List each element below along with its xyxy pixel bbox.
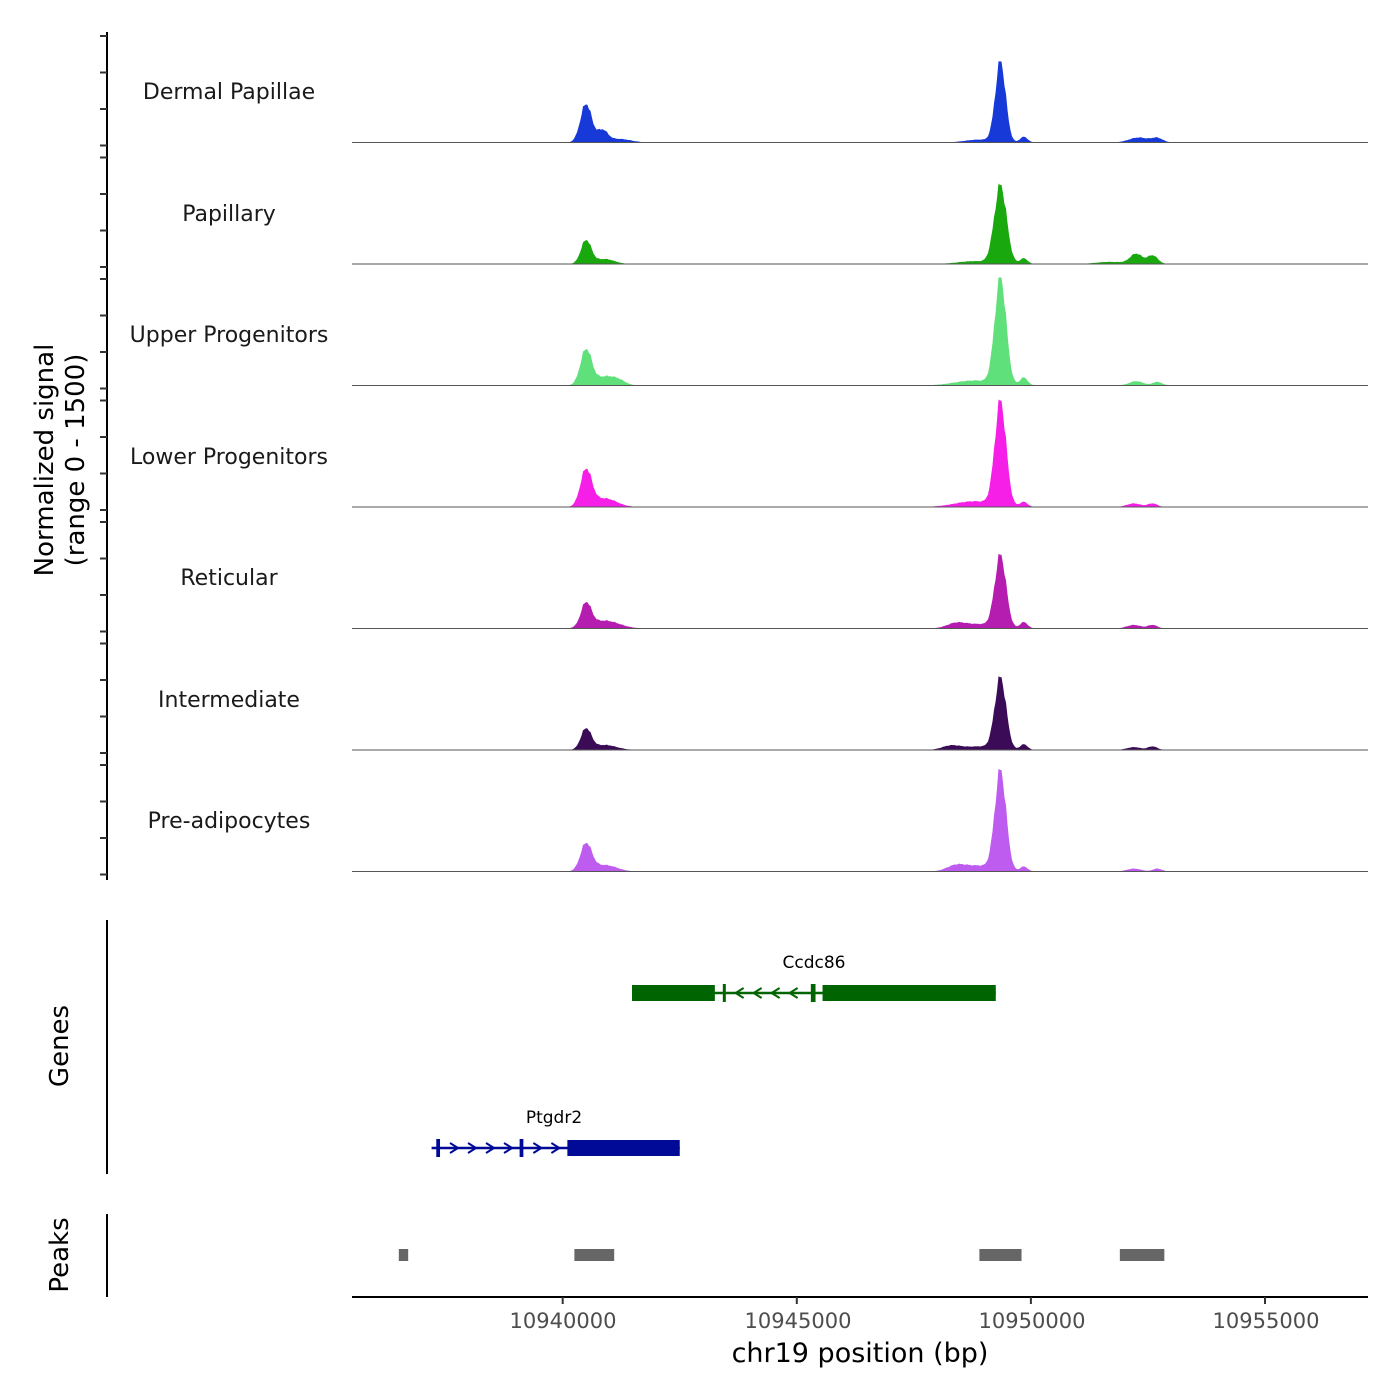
- strand-chevron: [787, 987, 799, 999]
- genes-panel-label: Genes: [45, 1005, 75, 1087]
- signal-y-label: Normalized signal (range 0 - 1500): [30, 344, 91, 577]
- signal-tracks: [352, 61, 1368, 872]
- signal-y-label-line1: Normalized signal: [30, 344, 60, 577]
- strand-chevron: [449, 1142, 460, 1154]
- x-tick-label-10945000: 10945000: [745, 1309, 852, 1333]
- gene-models: [431, 984, 996, 1157]
- track-papillary: [352, 183, 1368, 265]
- strand-chevron: [751, 987, 763, 999]
- signal-y-label-line2: (range 0 - 1500): [61, 354, 91, 567]
- signal-area-dermal-papillae: [352, 61, 1368, 143]
- track-label-reticular: Reticular: [180, 566, 278, 591]
- signal-area-papillary: [352, 183, 1368, 264]
- track-label-upper-progenitors: Upper Progenitors: [130, 323, 329, 348]
- track-label-papillary: Papillary: [182, 202, 276, 227]
- strand-chevron: [769, 987, 781, 999]
- gene-exon: [519, 1139, 524, 1157]
- strand-chevron: [733, 987, 745, 999]
- gene-exon: [436, 1139, 441, 1157]
- signal-area-pre-adipocytes: [352, 768, 1368, 872]
- strand-chevron: [467, 1142, 478, 1154]
- gene-label-ptgdr2: Ptgdr2: [526, 1108, 582, 1128]
- signal-area-reticular: [352, 553, 1368, 629]
- peak-region: [979, 1249, 1022, 1261]
- track-label-intermediate: Intermediate: [158, 688, 300, 713]
- peaks-panel-label: Peaks: [45, 1217, 75, 1292]
- signal-area-intermediate: [352, 676, 1368, 750]
- strand-chevron: [550, 1142, 562, 1154]
- gene-ptgdr2: [431, 1139, 680, 1157]
- signal-area-upper-progenitors: [352, 277, 1368, 386]
- strand-chevron: [532, 1142, 544, 1154]
- track-intermediate: [352, 676, 1368, 751]
- peak-region: [398, 1249, 409, 1261]
- signal-y-ticks: [100, 35, 107, 876]
- peak-region: [574, 1249, 615, 1261]
- x-tick-label-10955000: 10955000: [1213, 1309, 1320, 1333]
- gene-ccdc86: [631, 984, 996, 1002]
- gene-exon: [810, 984, 816, 1002]
- signal-area-lower-progenitors: [352, 399, 1368, 507]
- x-axis-title: chr19 position (bp): [732, 1338, 989, 1369]
- x-tick-label-10950000: 10950000: [979, 1309, 1086, 1333]
- x-axis-ticks: [561, 1297, 1266, 1304]
- x-tick-label-10940000: 10940000: [510, 1309, 617, 1333]
- peak-regions: [398, 1249, 1165, 1261]
- gene-exon: [631, 985, 715, 1001]
- strand-chevron: [485, 1142, 496, 1154]
- gene-label-ccdc86: Ccdc86: [783, 953, 846, 973]
- peak-region: [1119, 1249, 1165, 1261]
- track-label-lower-progenitors: Lower Progenitors: [130, 445, 328, 470]
- gene-exon: [722, 984, 726, 1002]
- track-reticular: [352, 553, 1368, 629]
- strand-chevron: [503, 1142, 514, 1154]
- track-lower-progenitors: [352, 399, 1368, 508]
- track-dermal-papillae: [352, 61, 1368, 143]
- track-upper-progenitors: [352, 277, 1368, 386]
- track-label-dermal-papillae: Dermal Papillae: [143, 80, 315, 105]
- track-pre-adipocytes: [352, 768, 1368, 872]
- track-label-pre-adipocytes: Pre-adipocytes: [148, 809, 311, 834]
- gene-exon: [567, 1140, 680, 1156]
- gene-exon: [822, 985, 996, 1001]
